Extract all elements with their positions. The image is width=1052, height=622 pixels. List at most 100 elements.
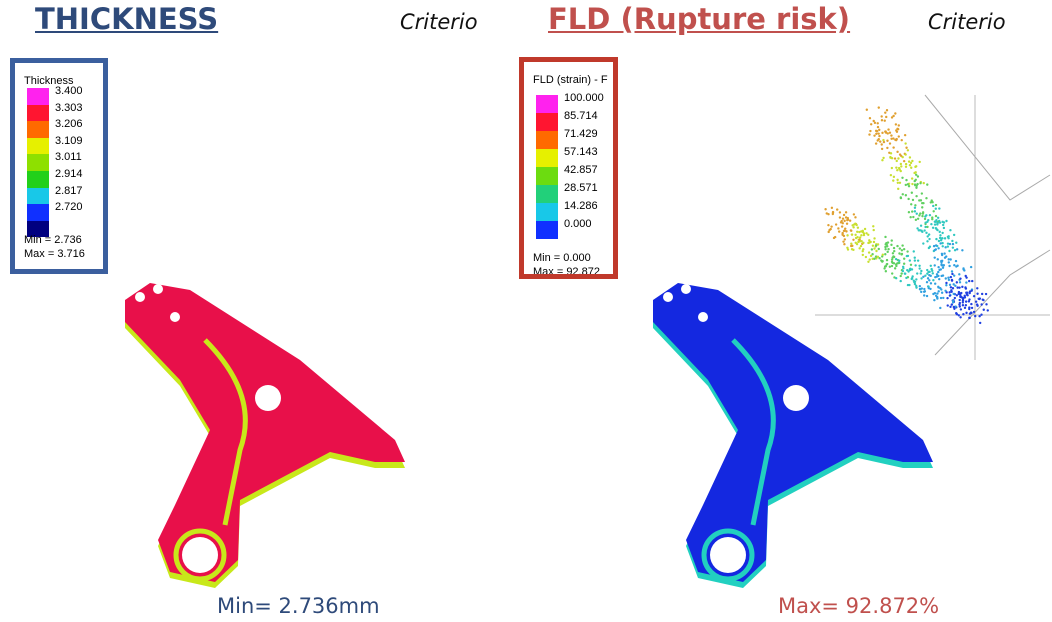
plot-point [921, 202, 923, 204]
plot-point [914, 204, 916, 206]
plot-point [932, 279, 934, 281]
plot-point [919, 161, 921, 163]
plot-point [934, 223, 936, 225]
plot-point [963, 269, 965, 271]
plot-point [869, 130, 871, 132]
legend-value: 71.429 [564, 128, 598, 140]
plot-point [934, 256, 936, 258]
plot-point [965, 281, 967, 283]
plot-point [915, 174, 917, 176]
plot-point [966, 294, 968, 296]
plot-point [952, 287, 954, 289]
plot-point [921, 206, 923, 208]
plot-point [902, 193, 904, 195]
part-hole [783, 385, 809, 411]
plot-point [949, 284, 951, 286]
plot-point [950, 291, 952, 293]
plot-point [939, 237, 941, 239]
plot-point [964, 295, 966, 297]
legend-value: 2.720 [55, 201, 83, 213]
plot-point [827, 224, 829, 226]
plot-point [899, 280, 901, 282]
plot-point [919, 229, 921, 231]
legend-value: 3.109 [55, 135, 83, 147]
title: FLD (Rupture risk) [548, 2, 850, 36]
plot-point [936, 296, 938, 298]
plot-point [916, 227, 918, 229]
plot-point [937, 271, 939, 273]
plot-point [862, 254, 864, 256]
plot-point [853, 213, 855, 215]
plot-point [965, 287, 967, 289]
plot-point [950, 286, 952, 288]
plot-point [916, 272, 918, 274]
plot-point [914, 264, 916, 266]
plot-point [918, 199, 920, 201]
plot-point [911, 268, 913, 270]
plot-point [909, 164, 911, 166]
legend-value: 3.206 [55, 118, 83, 130]
plot-point [890, 134, 892, 136]
plot-point [877, 139, 879, 141]
plot-point [842, 218, 844, 220]
plot-point [948, 291, 950, 293]
plot-point [829, 228, 831, 230]
plot-point [850, 230, 852, 232]
plot-point [947, 304, 949, 306]
plot-point [925, 197, 927, 199]
plot-point [856, 236, 858, 238]
plot-point [886, 140, 888, 142]
plot-point [942, 245, 944, 247]
plot-point [953, 264, 955, 266]
plot-point [827, 213, 829, 215]
plot-point [968, 317, 970, 319]
plot-point [968, 308, 970, 310]
plot-point [884, 265, 886, 267]
plot-point [877, 256, 879, 258]
plot-point [921, 215, 923, 217]
plot-point [927, 219, 929, 221]
plot-point [944, 290, 946, 292]
plot-point [900, 163, 902, 165]
plot-point [881, 143, 883, 145]
plot-point [958, 299, 960, 301]
part-hole [135, 292, 145, 302]
caption: Min= 2.736mm [217, 594, 380, 618]
legend-swatch [536, 167, 558, 185]
plot-point [987, 309, 989, 311]
plot-point [858, 231, 860, 233]
plot-point [920, 277, 922, 279]
plot-point [847, 217, 849, 219]
plot-point [885, 270, 887, 272]
plot-point [895, 263, 897, 265]
plot-point [867, 234, 869, 236]
plot-point [941, 221, 943, 223]
plot-point [951, 270, 953, 272]
plot-point [926, 226, 928, 228]
plot-point [837, 227, 839, 229]
plot-point [900, 170, 902, 172]
plot-point [901, 244, 903, 246]
plot-point [909, 259, 911, 261]
plot-point [935, 238, 937, 240]
caption: Max= 92.872% [778, 594, 939, 618]
plot-point [864, 228, 866, 230]
plot-point [932, 205, 934, 207]
legend-swatch [536, 203, 558, 221]
legend-swatch [536, 113, 558, 131]
plot-point [857, 241, 859, 243]
plot-point [985, 303, 987, 305]
plot-point [886, 251, 888, 253]
plot-point [956, 248, 958, 250]
plot-point [907, 149, 909, 151]
plot-point [851, 245, 853, 247]
legend-value: 0.000 [564, 218, 592, 230]
plot-point [895, 166, 897, 168]
plot-point [970, 312, 972, 314]
plot-point [886, 147, 888, 149]
plot-point [909, 156, 911, 158]
plot-point [951, 273, 953, 275]
plot-point [895, 123, 897, 125]
plot-point [892, 115, 894, 117]
